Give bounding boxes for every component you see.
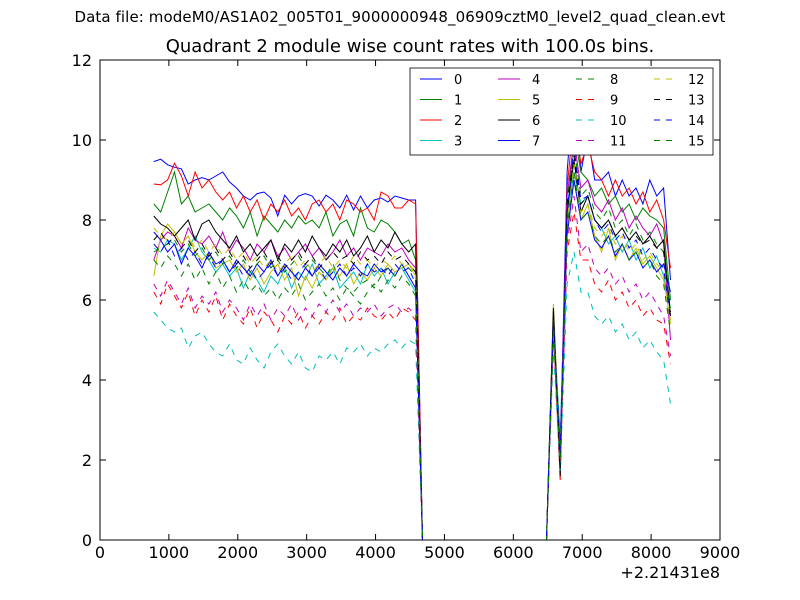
series-line-7 <box>153 179 671 540</box>
legend-label-12: 12 <box>688 73 705 88</box>
legend-label-10: 10 <box>610 114 627 129</box>
x-tick-label: 5000 <box>424 543 465 562</box>
x-tick-label: 7000 <box>562 543 603 562</box>
data-layer <box>153 83 671 540</box>
legend-label-0: 0 <box>454 73 462 88</box>
series-line-8 <box>153 147 671 540</box>
data-file-suptitle: Data file: modeM0/AS1A02_005T01_90000009… <box>74 8 726 26</box>
legend-label-9: 9 <box>610 94 618 109</box>
x-tick-label: 2000 <box>217 543 258 562</box>
legend-box <box>409 67 714 156</box>
y-tick-label: 12 <box>72 51 92 70</box>
series-line-0 <box>153 83 671 540</box>
legend-label-8: 8 <box>610 73 618 88</box>
x-tick-label: 0 <box>95 543 105 562</box>
y-tick-label: 6 <box>82 291 92 310</box>
series-line-2 <box>153 115 671 540</box>
legend-label-4: 4 <box>532 73 540 88</box>
series-line-10 <box>153 251 671 540</box>
legend-label-14: 14 <box>688 114 705 129</box>
legend-label-3: 3 <box>454 135 462 150</box>
series-line-14 <box>153 147 671 540</box>
y-tick-label: 10 <box>72 131 92 150</box>
x-tick-label: 1000 <box>149 543 190 562</box>
x-tick-label: 6000 <box>493 543 534 562</box>
series-line-1 <box>153 131 671 540</box>
series-line-6 <box>153 159 671 540</box>
y-tick-label: 8 <box>82 211 92 230</box>
legend-label-1: 1 <box>454 94 462 109</box>
series-line-12 <box>153 163 671 540</box>
series-line-11 <box>153 195 671 540</box>
y-tick-label: 2 <box>82 451 92 470</box>
y-tick-label: 0 <box>82 531 92 550</box>
legend-label-6: 6 <box>532 114 540 129</box>
legend-label-13: 13 <box>688 94 705 109</box>
series-line-9 <box>153 211 671 540</box>
x-tick-label: 3000 <box>286 543 327 562</box>
legend-label-7: 7 <box>532 135 540 150</box>
chart-title: Quadrant 2 module wise count rates with … <box>165 36 655 57</box>
y-tick-label: 4 <box>82 371 92 390</box>
legend-label-2: 2 <box>454 114 462 129</box>
x-offset-label: +2.21431e8 <box>620 563 720 582</box>
x-tick-label: 8000 <box>631 543 672 562</box>
ticks-layer: 0 1000 2000 3000 4000 5000 6000 7000 8000 9000 0 2 4… <box>72 51 741 562</box>
legend-label-15: 15 <box>688 135 705 150</box>
x-tick-label: 4000 <box>355 543 396 562</box>
legend-label-5: 5 <box>532 94 540 109</box>
legend-label-11: 11 <box>610 135 627 150</box>
series-line-13 <box>153 155 671 540</box>
x-tick-label: 9000 <box>700 543 741 562</box>
series-line-15 <box>153 171 671 540</box>
